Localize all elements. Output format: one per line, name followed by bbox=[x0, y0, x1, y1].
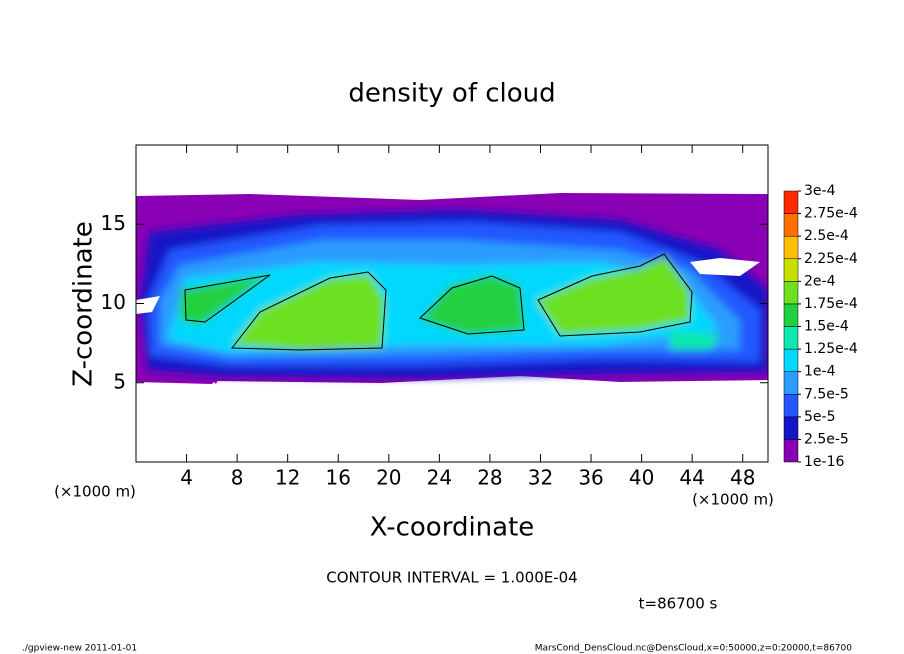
field-region bbox=[535, 256, 690, 335]
x-tick-label: 24 bbox=[427, 466, 452, 490]
x-tick-label: 48 bbox=[730, 466, 755, 490]
colorbar-label: 1.75e-4 bbox=[804, 296, 858, 312]
footer-right: MarsCond_DensCloud.nc@DensCloud,x=0:5000… bbox=[535, 644, 852, 654]
colorbar-segment bbox=[783, 258, 799, 282]
y-tick-label: 10 bbox=[101, 290, 126, 314]
x-tick-label: 20 bbox=[376, 466, 401, 490]
colorbar-label: 1.25e-4 bbox=[804, 341, 858, 357]
colorbar-segment bbox=[783, 213, 799, 237]
x-tick-label: 8 bbox=[231, 466, 244, 490]
footer-left: ./gpview-new 2011-01-01 bbox=[22, 644, 137, 654]
colorbar-label: 1e-16 bbox=[804, 454, 844, 470]
colorbar-label: 1e-4 bbox=[804, 364, 836, 380]
colorbar-segment bbox=[783, 326, 799, 350]
chart-title: density of cloud bbox=[348, 79, 555, 109]
field-region bbox=[232, 274, 385, 350]
x-axis-label: X-coordinate bbox=[370, 513, 535, 543]
contour-interval: CONTOUR INTERVAL = 1.000E-04 bbox=[326, 569, 577, 587]
colorbar-segment bbox=[783, 439, 799, 463]
colorbar-label: 2.25e-4 bbox=[804, 251, 858, 267]
x-tick-label: 40 bbox=[629, 466, 654, 490]
colorbar-label: 2e-4 bbox=[804, 273, 836, 289]
y-tick-label: 5 bbox=[113, 369, 126, 393]
x-tick-label: 36 bbox=[578, 466, 603, 490]
x-tick-label: 16 bbox=[326, 466, 351, 490]
colorbar-label: 1.5e-4 bbox=[804, 319, 849, 335]
field-region bbox=[212, 380, 218, 384]
x-tick-label: 44 bbox=[679, 466, 704, 490]
field-fill bbox=[140, 210, 768, 378]
colorbar-segment bbox=[783, 281, 799, 305]
time-label: t=86700 s bbox=[639, 595, 718, 613]
field-region bbox=[136, 258, 760, 314]
colorbar-segment bbox=[783, 371, 799, 395]
colorbar: 1e-16 2.5e-5 5e-5 7.5e-5 1e-4 1.25e-4 1.5e-4 1.… bbox=[783, 183, 858, 470]
x-tick-label: 4 bbox=[180, 466, 193, 490]
y-tick-label: 15 bbox=[101, 211, 126, 235]
field-region bbox=[670, 330, 720, 350]
colorbar-segment bbox=[783, 235, 799, 260]
field-region bbox=[420, 275, 525, 335]
colorbar-segment bbox=[783, 416, 799, 440]
field bbox=[136, 193, 768, 384]
colorbar-segment bbox=[783, 303, 799, 327]
colorbar-label: 2.5e-5 bbox=[804, 431, 849, 447]
colorbar-segment bbox=[783, 190, 799, 214]
colorbar-label: 3e-4 bbox=[804, 183, 836, 199]
y-axis-label: Z-coordinate bbox=[69, 221, 99, 386]
x-tick-label: 12 bbox=[275, 466, 300, 490]
x-tick-label: 28 bbox=[477, 466, 502, 490]
x-unit: (×1000 m) bbox=[692, 491, 774, 509]
colorbar-label: 5e-5 bbox=[804, 409, 835, 425]
colorbar-label: 7.5e-5 bbox=[804, 386, 849, 402]
colorbar-segment bbox=[783, 348, 799, 372]
colorbar-label: 2.75e-4 bbox=[804, 206, 858, 222]
x-tick-label: 32 bbox=[528, 466, 553, 490]
colorbar-label: 2.5e-4 bbox=[804, 228, 849, 244]
y-unit: (×1000 m) bbox=[54, 483, 136, 501]
contour-line bbox=[184, 253, 693, 351]
colorbar-segment bbox=[783, 394, 799, 418]
